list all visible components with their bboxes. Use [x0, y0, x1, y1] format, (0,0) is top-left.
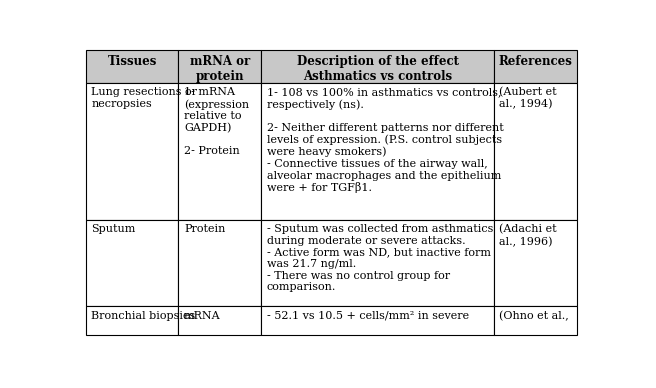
- Bar: [261, 83, 494, 220]
- Text: Description of the effect
Asthmatics vs controls: Description of the effect Asthmatics vs …: [297, 55, 459, 83]
- Bar: [178, 220, 261, 306]
- Bar: [86, 220, 178, 306]
- Text: Protein: Protein: [184, 224, 225, 234]
- Text: Sputum: Sputum: [91, 224, 136, 234]
- Bar: [494, 83, 577, 220]
- Bar: [261, 220, 494, 306]
- Text: - Sputum was collected from asthmatics
during moderate or severe attacks.
- Acti: - Sputum was collected from asthmatics d…: [266, 224, 493, 293]
- Bar: [261, 50, 494, 83]
- Bar: [494, 50, 577, 83]
- Text: Lung resections or
necropsies: Lung resections or necropsies: [91, 87, 197, 109]
- Text: Tissues: Tissues: [108, 55, 157, 68]
- Bar: [86, 306, 178, 335]
- Bar: [178, 83, 261, 220]
- Bar: [86, 50, 178, 83]
- Text: References: References: [499, 55, 572, 68]
- Bar: [494, 306, 577, 335]
- Bar: [178, 50, 261, 83]
- Text: (Ohno et al.,: (Ohno et al.,: [499, 311, 569, 321]
- Bar: [178, 306, 261, 335]
- Text: mRNA: mRNA: [184, 311, 220, 320]
- Bar: [261, 306, 494, 335]
- Text: mRNA or
protein: mRNA or protein: [190, 55, 250, 83]
- Text: - 52.1 vs 10.5 + cells/mm² in severe: - 52.1 vs 10.5 + cells/mm² in severe: [266, 311, 468, 320]
- Text: 1- 108 vs 100% in asthmatics vs controls,
respectively (ns).

2- Neither differe: 1- 108 vs 100% in asthmatics vs controls…: [266, 87, 503, 193]
- Bar: [86, 83, 178, 220]
- Text: 1- mRNA
(expression
relative to
GAPDH)

2- Protein: 1- mRNA (expression relative to GAPDH) 2…: [184, 87, 249, 156]
- Bar: [494, 220, 577, 306]
- Text: (Aubert et
al., 1994): (Aubert et al., 1994): [499, 87, 557, 110]
- Text: Bronchial biopsies: Bronchial biopsies: [91, 311, 195, 320]
- Text: (Adachi et
al., 1996): (Adachi et al., 1996): [499, 224, 557, 247]
